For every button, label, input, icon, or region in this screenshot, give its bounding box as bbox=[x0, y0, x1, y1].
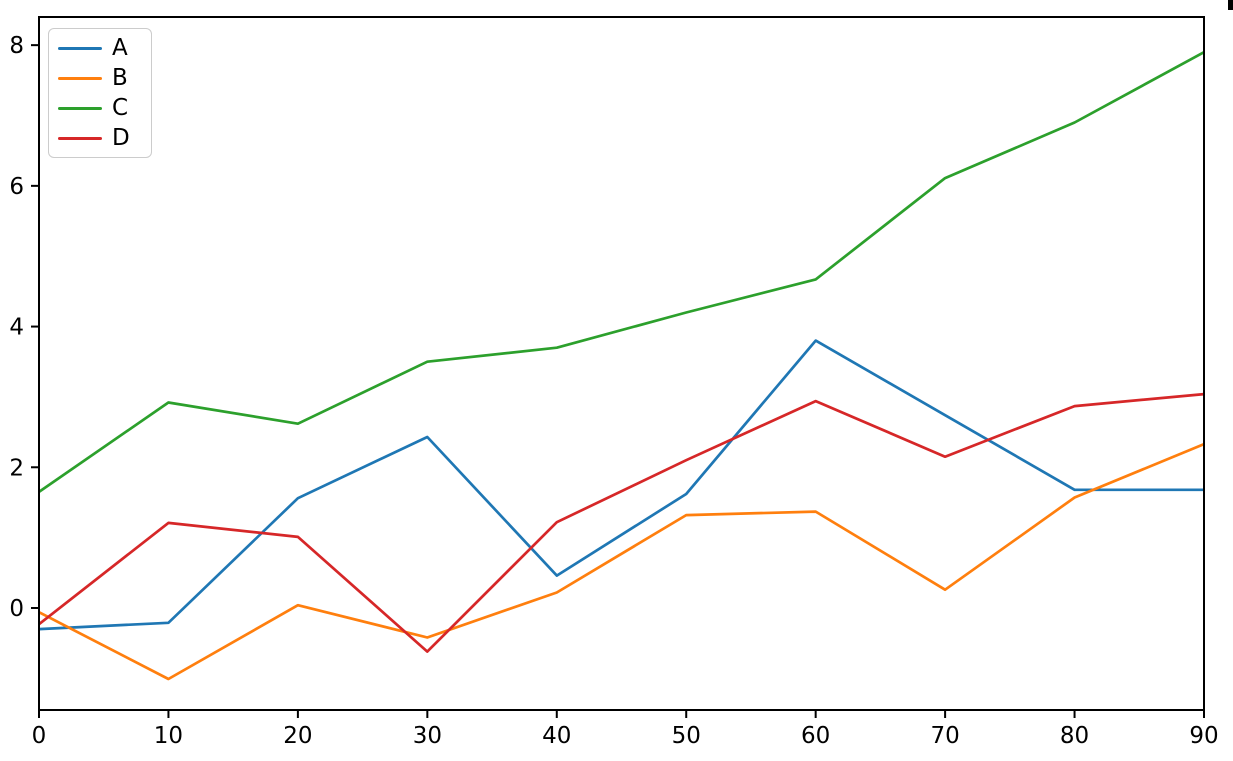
x-tick-label-50: 50 bbox=[672, 723, 701, 749]
legend-line-swatch-A bbox=[58, 46, 102, 50]
x-tick-label-70: 70 bbox=[930, 723, 959, 749]
x-tick-label-60: 60 bbox=[801, 723, 830, 749]
x-tick-label-40: 40 bbox=[542, 723, 571, 749]
series-line-C bbox=[38, 51, 1205, 494]
plot-border bbox=[38, 16, 1205, 711]
x-tick-label-90: 90 bbox=[1189, 723, 1218, 749]
y-tick-label-0: 0 bbox=[9, 596, 24, 622]
legend-label: C bbox=[112, 94, 129, 121]
legend-line-swatch-B bbox=[58, 76, 102, 80]
legend-label: A bbox=[112, 34, 128, 61]
y-tick-label-6: 6 bbox=[9, 174, 24, 200]
series-line-A bbox=[38, 339, 1204, 631]
legend-line-swatch-D bbox=[58, 136, 102, 140]
x-tick-label-80: 80 bbox=[1060, 723, 1089, 749]
y-tick-label-2: 2 bbox=[9, 455, 24, 481]
legend-item-A: A bbox=[58, 33, 151, 63]
x-tick-label-10: 10 bbox=[154, 723, 183, 749]
x-tick-label-30: 30 bbox=[413, 723, 442, 749]
series-line-B bbox=[38, 442, 1205, 681]
legend-label: D bbox=[112, 124, 130, 151]
legend-item-D: D bbox=[58, 123, 151, 153]
y-tick-label-4: 4 bbox=[9, 315, 24, 341]
screen-corner-artifact bbox=[1228, 0, 1233, 10]
legend-line-swatch-C bbox=[58, 106, 102, 110]
legend-item-B: B bbox=[58, 63, 151, 93]
legend-label: B bbox=[112, 64, 128, 91]
y-tick-label-8: 8 bbox=[9, 33, 24, 59]
x-tick-label-20: 20 bbox=[283, 723, 312, 749]
legend-item-C: C bbox=[58, 93, 151, 123]
x-tick-label-0: 0 bbox=[32, 723, 47, 749]
series-line-D bbox=[38, 392, 1205, 653]
